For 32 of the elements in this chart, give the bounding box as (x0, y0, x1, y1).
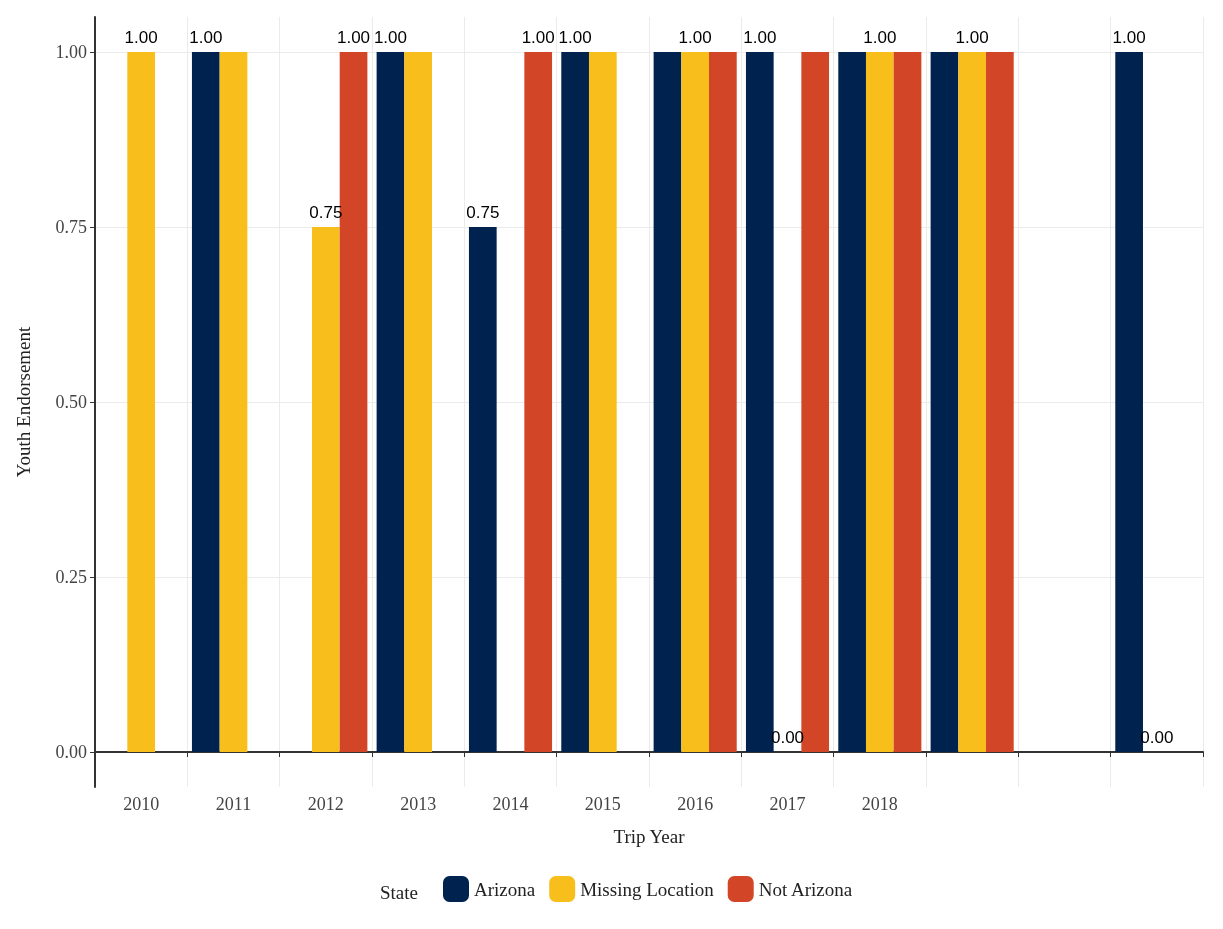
x-tick-label: 2015 (584, 794, 621, 814)
x-axis-title: Trip Year (613, 826, 686, 847)
data-label: 1.00 (373, 28, 408, 47)
y-axis-title: Youth Endorsement (13, 325, 34, 478)
data-label: 1.00 (558, 28, 592, 47)
y-tick-label: 1.00 (55, 42, 87, 62)
data-label: 1.00 (336, 28, 371, 47)
data-label: 1.00 (955, 28, 989, 47)
data-label: 1.00 (124, 28, 158, 47)
legend-title: State (380, 882, 418, 903)
data-label: 1.00 (678, 28, 712, 47)
legend-label: Missing Location (580, 878, 715, 900)
y-tick-label: 0.50 (55, 392, 87, 412)
data-label: 1.00 (521, 28, 555, 47)
y-tick-label: 0.25 (55, 567, 87, 587)
y-tick-label: 0.00 (55, 742, 87, 762)
data-label: 1.00 (863, 28, 897, 47)
x-tick-label: 2011 (215, 794, 252, 814)
legend-label: Not Arizona (758, 878, 853, 900)
data-label: 1.00 (743, 28, 777, 47)
data-label: 1.00 (1112, 28, 1146, 47)
x-tick-label: 2017 (769, 794, 806, 814)
data-label: 0.75 (466, 203, 500, 222)
x-tick-label: 2012 (307, 794, 344, 814)
x-tick-label: 2016 (677, 794, 714, 814)
y-tick-label: 0.75 (55, 217, 87, 237)
x-tick-label: 2013 (400, 794, 437, 814)
data-label: 1.00 (189, 28, 223, 47)
x-tick-label: 2018 (861, 794, 898, 814)
x-tick-label: 2014 (492, 794, 529, 814)
x-tick-label: 2010 (123, 794, 160, 814)
legend-label: Arizona (474, 878, 536, 900)
